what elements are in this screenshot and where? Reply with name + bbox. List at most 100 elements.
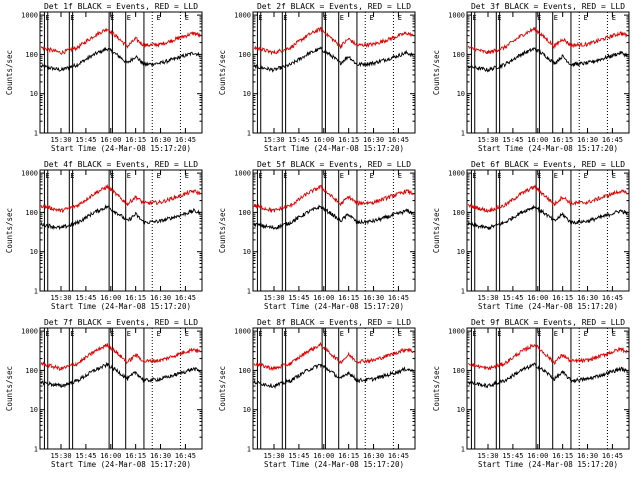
x-tick-label: 16:45 xyxy=(388,136,409,144)
series-line-lld xyxy=(253,341,414,372)
region-marker: E xyxy=(537,172,541,180)
region-marker: E xyxy=(185,172,189,180)
x-tick-label: 16:30 xyxy=(363,294,384,302)
x-tick-label: 16:45 xyxy=(175,136,196,144)
x-tick-label: 16:15 xyxy=(125,294,146,302)
region-marker: E xyxy=(258,14,262,22)
region-marker: E xyxy=(45,172,49,180)
region-marker: E xyxy=(584,14,588,22)
x-tick-label: 16:30 xyxy=(363,136,384,144)
y-tick-label: 100 xyxy=(25,209,38,217)
x-tick-label: 16:45 xyxy=(388,294,409,302)
y-tick-label: 1000 xyxy=(21,328,38,336)
series-line-events xyxy=(467,47,628,73)
y-tick-label: 1000 xyxy=(234,328,251,336)
x-tick-label: 16:45 xyxy=(602,452,623,460)
panel-title: Det 9f BLACK = Events, RED = LLD xyxy=(471,318,625,327)
series-line-events xyxy=(40,361,201,389)
series-line-lld xyxy=(253,26,414,56)
x-axis-label: Start Time (24-Mar-08 15:17:20) xyxy=(478,302,618,311)
region-marker: E xyxy=(323,14,327,22)
y-tick-label: 10 xyxy=(457,248,465,256)
x-tick-label: 15:30 xyxy=(477,294,498,302)
y-tick-label: 100 xyxy=(238,209,251,217)
region-marker: E xyxy=(554,330,558,338)
region-marker: E xyxy=(612,330,616,338)
y-axis-label: Counts/sec xyxy=(5,208,14,253)
y-axis-label: Counts/sec xyxy=(432,208,441,253)
y-tick-label: 100 xyxy=(452,367,465,375)
region-marker: E xyxy=(185,14,189,22)
region-marker: E xyxy=(584,172,588,180)
region-marker: E xyxy=(157,330,161,338)
series-line-lld xyxy=(40,343,201,372)
x-tick-label: 16:30 xyxy=(150,294,171,302)
region-marker: E xyxy=(283,14,287,22)
y-tick-label: 1 xyxy=(34,130,38,138)
region-marker: E xyxy=(157,172,161,180)
x-tick-label: 16:15 xyxy=(552,452,573,460)
region-marker: E xyxy=(70,330,74,338)
x-tick-label: 15:30 xyxy=(263,452,284,460)
region-marker: E xyxy=(612,14,616,22)
region-marker: E xyxy=(472,172,476,180)
region-marker: E xyxy=(70,14,74,22)
y-tick-label: 100 xyxy=(452,209,465,217)
y-tick-label: 1000 xyxy=(21,170,38,178)
y-tick-label: 10 xyxy=(457,90,465,98)
y-tick-label: 1000 xyxy=(234,12,251,20)
plot-frame xyxy=(252,327,416,450)
region-marker: E xyxy=(554,172,558,180)
x-tick-label: 15:45 xyxy=(75,452,96,460)
x-tick-label: 15:45 xyxy=(75,136,96,144)
region-marker: E xyxy=(110,330,114,338)
y-axis-label: Counts/sec xyxy=(218,50,227,95)
y-tick-label: 10 xyxy=(243,90,251,98)
region-marker: E xyxy=(554,14,558,22)
x-tick-label: 16:00 xyxy=(527,452,548,460)
y-tick-label: 1000 xyxy=(21,12,38,20)
x-axis-label: Start Time (24-Mar-08 15:17:20) xyxy=(478,460,618,469)
region-marker: E xyxy=(370,14,374,22)
region-marker: E xyxy=(472,14,476,22)
y-tick-label: 1000 xyxy=(448,328,465,336)
y-tick-label: 10 xyxy=(30,90,38,98)
panel-title: Det 8f BLACK = Events, RED = LLD xyxy=(257,318,411,327)
region-marker: E xyxy=(323,330,327,338)
y-tick-label: 1000 xyxy=(448,12,465,20)
x-tick-label: 16:00 xyxy=(527,136,548,144)
plot-frame xyxy=(252,169,416,292)
region-marker: E xyxy=(398,172,402,180)
plot-frame xyxy=(466,11,630,134)
x-tick-label: 15:30 xyxy=(477,452,498,460)
region-marker: E xyxy=(185,330,189,338)
plot-frame xyxy=(39,169,203,292)
detector-panel-1: Det 1f BLACK = Events, RED = LLD 1 10 100 10… xyxy=(5,2,203,153)
plot-frame xyxy=(466,327,630,450)
region-marker: E xyxy=(258,330,262,338)
plot-frame xyxy=(39,11,203,134)
x-tick-label: 16:30 xyxy=(577,136,598,144)
y-axis-label: Counts/sec xyxy=(432,50,441,95)
x-tick-label: 16:00 xyxy=(313,452,334,460)
panel-title: Det 1f BLACK = Events, RED = LLD xyxy=(44,2,198,11)
x-tick-label: 16:30 xyxy=(577,294,598,302)
detector-panel-4: Det 4f BLACK = Events, RED = LLD 1 10 100 10… xyxy=(5,160,203,311)
y-tick-label: 100 xyxy=(25,51,38,59)
series-line-lld xyxy=(40,183,201,214)
y-axis-label: Counts/sec xyxy=(5,50,14,95)
region-marker: E xyxy=(283,172,287,180)
region-marker: E xyxy=(340,14,344,22)
y-axis-label: Counts/sec xyxy=(218,366,227,411)
y-axis-label: Counts/sec xyxy=(218,208,227,253)
x-axis-label: Start Time (24-Mar-08 15:17:20) xyxy=(51,144,191,153)
region-marker: E xyxy=(612,172,616,180)
plot-frame xyxy=(466,169,630,292)
x-tick-label: 15:45 xyxy=(502,294,523,302)
panel-title: Det 6f BLACK = Events, RED = LLD xyxy=(471,160,625,169)
region-marker: E xyxy=(157,14,161,22)
region-marker: E xyxy=(497,330,501,338)
y-tick-label: 100 xyxy=(238,51,251,59)
y-tick-label: 100 xyxy=(452,51,465,59)
